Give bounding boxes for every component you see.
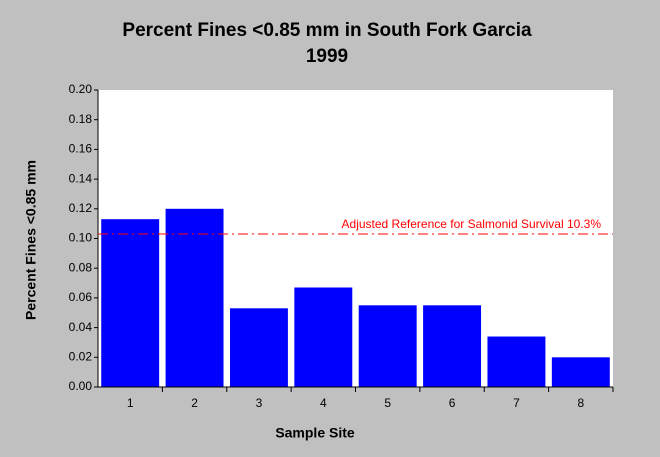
chart-subtitle: 1999: [306, 46, 348, 67]
bar: [101, 219, 160, 387]
y-tick-label: 0.04: [69, 320, 93, 334]
chart-title: Percent Fines <0.85 mm in South Fork Gar…: [122, 20, 532, 41]
y-axis-title: Percent Fines <0.85 mm: [23, 160, 39, 320]
reference-label: Adjusted Reference for Salmonid Survival…: [342, 217, 602, 231]
bar: [229, 308, 288, 387]
x-axis-title: Sample Site: [275, 425, 355, 441]
y-tick-label: 0.00: [69, 379, 93, 393]
bar: [165, 208, 224, 387]
bar: [294, 287, 353, 387]
x-tick-label: 1: [127, 396, 134, 410]
y-tick-label: 0.06: [69, 290, 93, 304]
x-tick-label: 8: [577, 396, 584, 410]
y-tick-label: 0.08: [69, 260, 93, 274]
x-tick-label: 7: [513, 396, 520, 410]
bar: [423, 305, 482, 387]
x-tick-label: 3: [256, 396, 263, 410]
bar: [551, 357, 610, 387]
x-tick-label: 2: [191, 396, 198, 410]
bar: [358, 305, 417, 387]
y-tick-label: 0.14: [69, 171, 93, 185]
y-tick-label: 0.02: [69, 349, 93, 363]
y-tick-label: 0.12: [69, 201, 93, 215]
y-tick-label: 0.18: [69, 112, 93, 126]
y-tick-label: 0.10: [69, 231, 93, 245]
y-tick-label: 0.20: [69, 82, 93, 96]
x-tick-label: 5: [384, 396, 391, 410]
bar: [487, 336, 546, 387]
y-tick-label: 0.16: [69, 142, 93, 156]
x-tick-label: 4: [320, 396, 327, 410]
x-tick-label: 6: [449, 396, 456, 410]
